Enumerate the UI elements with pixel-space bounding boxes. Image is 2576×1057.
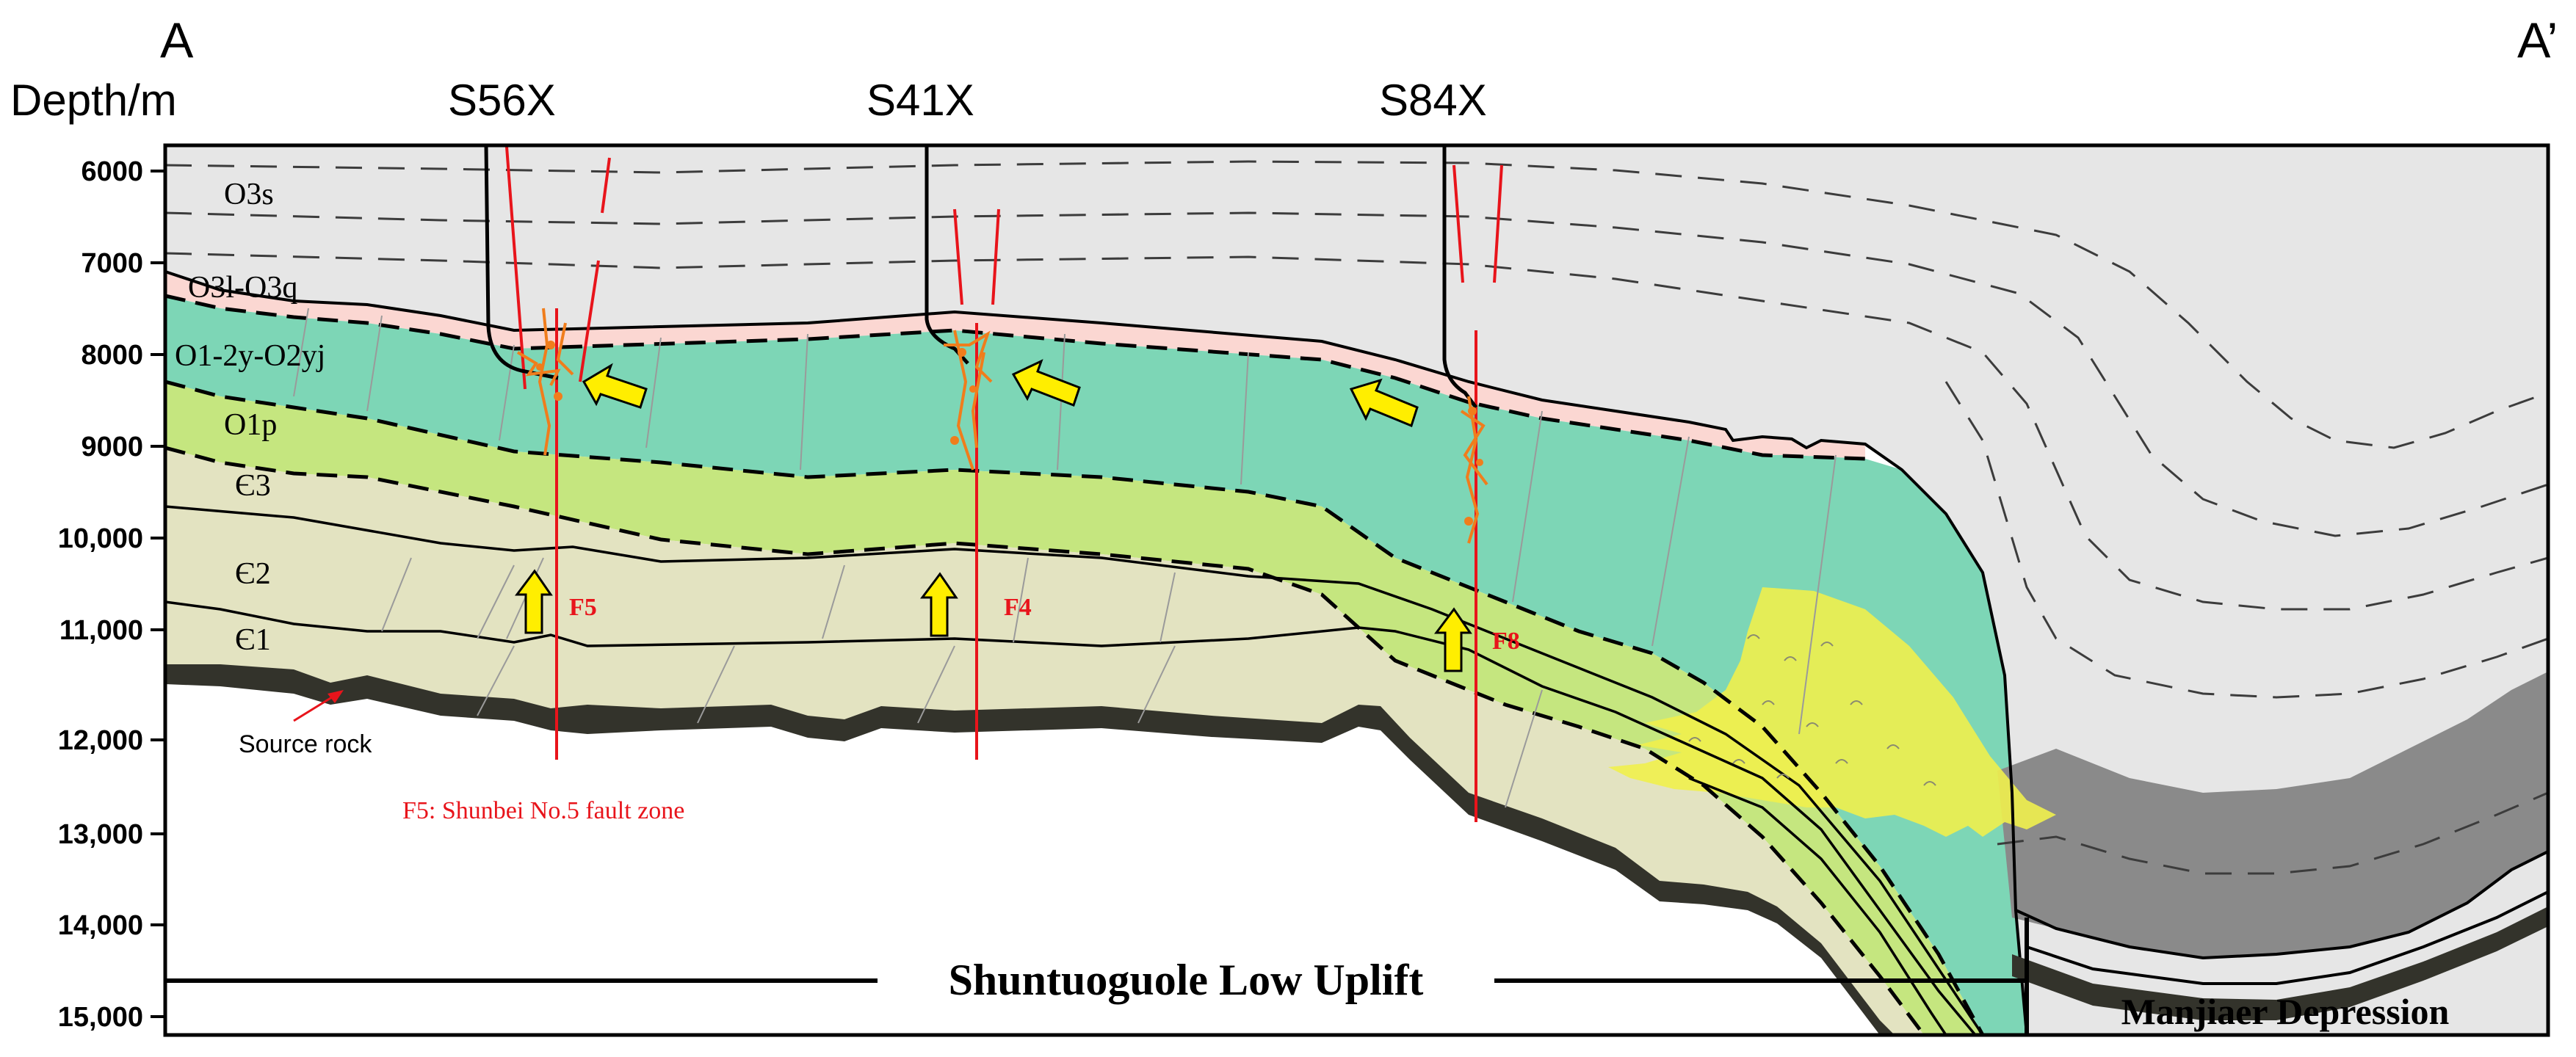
formation-fill-o1p <box>165 382 1983 1035</box>
fault-label-f5: F5 <box>569 594 597 621</box>
depth-tick-label: 6000 <box>81 156 143 187</box>
section-frame <box>163 143 2550 1037</box>
region-label-uplift: Shuntuoguole Low Uplift <box>949 956 1424 1004</box>
formation-label-c2: Є2 <box>235 557 271 591</box>
depth-tick-label: 7000 <box>81 248 143 279</box>
depth-tick-label: 11,000 <box>59 615 143 646</box>
formation-label-o3s: O3s <box>224 178 274 211</box>
region-label-depression: Manjiaer Depression <box>2121 991 2450 1032</box>
depth-tick-label: 15,000 <box>58 1002 143 1033</box>
formation-fill-o1-2y-o2yj <box>165 296 2027 1035</box>
fault-zone-note: F5: Shunbei No.5 fault zone <box>402 797 684 824</box>
arrow-up-f8 <box>1434 607 1472 672</box>
well-label-s56x: S56X <box>448 76 556 125</box>
source-rock-leader <box>293 692 339 722</box>
well-bore-s41x <box>925 145 969 365</box>
hydrocarbon-dots <box>536 341 1483 526</box>
well-bores <box>484 145 1477 409</box>
depth-tick-label: 12,000 <box>58 725 143 756</box>
formation-label-o1p: O1p <box>224 408 277 442</box>
section-geology <box>165 145 2548 1035</box>
sand-fan-marks <box>1688 634 1936 786</box>
o1-boundaries <box>165 294 1985 1035</box>
well-label-s41x: S41X <box>866 76 974 125</box>
arrow-up-f5 <box>515 569 553 634</box>
well-bore-s84x <box>1442 145 1477 409</box>
layer-hatching <box>293 308 1837 808</box>
sand-fan <box>1608 587 2056 837</box>
formation-label-o1-2y-o2yj: O1-2y-O2yj <box>175 339 325 373</box>
arrow-up-f4 <box>920 572 958 637</box>
fault-label-f4: F4 <box>1004 594 1032 621</box>
depth-tick-label: 14,000 <box>58 910 143 941</box>
depth-tick-label: 8000 <box>81 340 143 371</box>
depth-axis: 6000 7000 8000 9000 10,000 11,000 12,000… <box>58 156 165 1033</box>
fault-label-f8: F8 <box>1492 628 1520 655</box>
source-rock-leader-head <box>328 690 344 703</box>
formation-label-o3l-o3q: O3l-O3q <box>188 271 297 305</box>
depression-gray-wedge <box>1997 672 2548 958</box>
well-label-s84x: S84X <box>1379 76 1487 125</box>
source-rock-depression <box>2012 907 2548 1020</box>
formation-label-c3: Є3 <box>235 469 271 503</box>
arrow-left-s84x <box>1349 378 1419 428</box>
source-rock-layer <box>165 664 1895 1035</box>
well-bore-s56x <box>484 145 559 380</box>
depth-axis-title: Depth/m <box>10 76 177 125</box>
source-rock-label: Source rock <box>239 730 372 758</box>
hydrocarbon-shows <box>516 308 1488 544</box>
arrow-left-s41x <box>1011 359 1081 407</box>
section-end-label: A’ <box>2517 12 2558 68</box>
depth-tick-label: 13,000 <box>58 819 143 850</box>
depth-tick-label: 9000 <box>81 432 143 462</box>
arrow-left-s56x <box>582 363 648 409</box>
migration-arrows <box>515 359 1472 672</box>
depth-tick-label: 10,000 <box>58 523 143 554</box>
formation-fill-cambrian <box>165 448 1924 1035</box>
formation-label-c1: Є1 <box>235 623 271 657</box>
section-start-label: A <box>160 12 194 68</box>
formation-fill-o3s <box>165 145 2548 1035</box>
